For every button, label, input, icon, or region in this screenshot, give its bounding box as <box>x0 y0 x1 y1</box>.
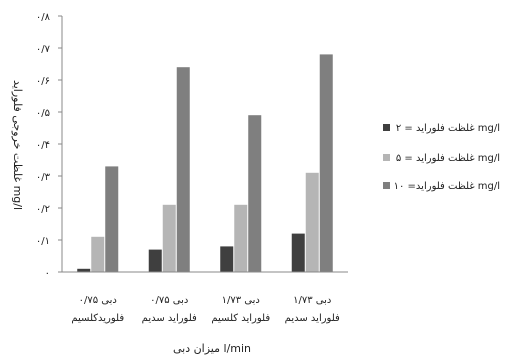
bar-2-2 <box>162 204 176 272</box>
bar-1-2 <box>148 249 162 272</box>
x-category-label: فلوراید سدیم <box>142 313 197 324</box>
x-axis-label: میزان دبی l/min <box>173 342 251 355</box>
bar-3-3 <box>248 115 262 272</box>
bar-1-4 <box>291 233 305 272</box>
axes <box>61 16 348 273</box>
y-tick-label: ۰/۳ <box>36 172 51 183</box>
legend-entry: غلظت فلوراید= ۱۰ mg/l <box>394 181 500 192</box>
x-category-label: دبی ۱/۷۳ <box>293 295 331 306</box>
bar-1-1 <box>77 268 91 272</box>
y-tick-label: ۰/۴ <box>36 140 50 151</box>
bar-2-3 <box>234 204 248 272</box>
x-category-label: فلوراید کلسیم <box>211 313 270 324</box>
x-category-label: دبی ۱/۷۳ <box>222 295 260 306</box>
bar-3-4 <box>319 54 333 273</box>
bar-3-2 <box>176 67 190 272</box>
bar-3-1 <box>105 166 119 272</box>
y-axis-label: غلظت خروجی فلوراید mg/l <box>11 80 24 210</box>
x-category-label: دبی ۰/۷۵ <box>150 295 188 306</box>
bar-2-4 <box>305 172 319 272</box>
y-tick-label: ۰/۷ <box>36 44 51 55</box>
legend-entry: غلظت فلوراید = ۵ mg/l <box>396 153 500 164</box>
y-tick-label: ۰/۶ <box>36 76 50 87</box>
legend-swatch <box>383 124 390 131</box>
x-category-label: فلوریدکلسیم <box>71 313 124 324</box>
x-category-label: فلوراید سدیم <box>285 313 340 324</box>
y-tick-label: ۰ <box>45 268 50 279</box>
bar-2-1 <box>91 236 105 272</box>
x-axis-category-labels: دبی ۰/۷۵ فلوریدکلسیم دبی ۰/۷۵ فلوراید سدیم د… <box>71 295 340 324</box>
legend: غلظت فلوراید = ۲ mg/l غلظت فلوراید = ۵ mg… <box>383 123 500 192</box>
y-tick-label: ۰/۸ <box>36 12 51 23</box>
legend-swatch <box>383 182 390 189</box>
y-tick-label: ۰/۵ <box>36 108 50 119</box>
bar-1-3 <box>220 246 234 272</box>
y-axis-ticks: ۰ ۰/۱ ۰/۲ ۰/۳ ۰/۴ ۰/۵ ۰/۶ ۰/۷ ۰/۸ <box>36 12 62 279</box>
y-tick-label: ۰/۲ <box>36 204 50 215</box>
x-category-label: دبی ۰/۷۵ <box>79 295 117 306</box>
bar-marks <box>77 54 333 273</box>
y-tick-label: ۰/۱ <box>36 236 50 247</box>
legend-entry: غلظت فلوراید = ۲ mg/l <box>396 123 500 134</box>
legend-swatch <box>383 154 390 161</box>
